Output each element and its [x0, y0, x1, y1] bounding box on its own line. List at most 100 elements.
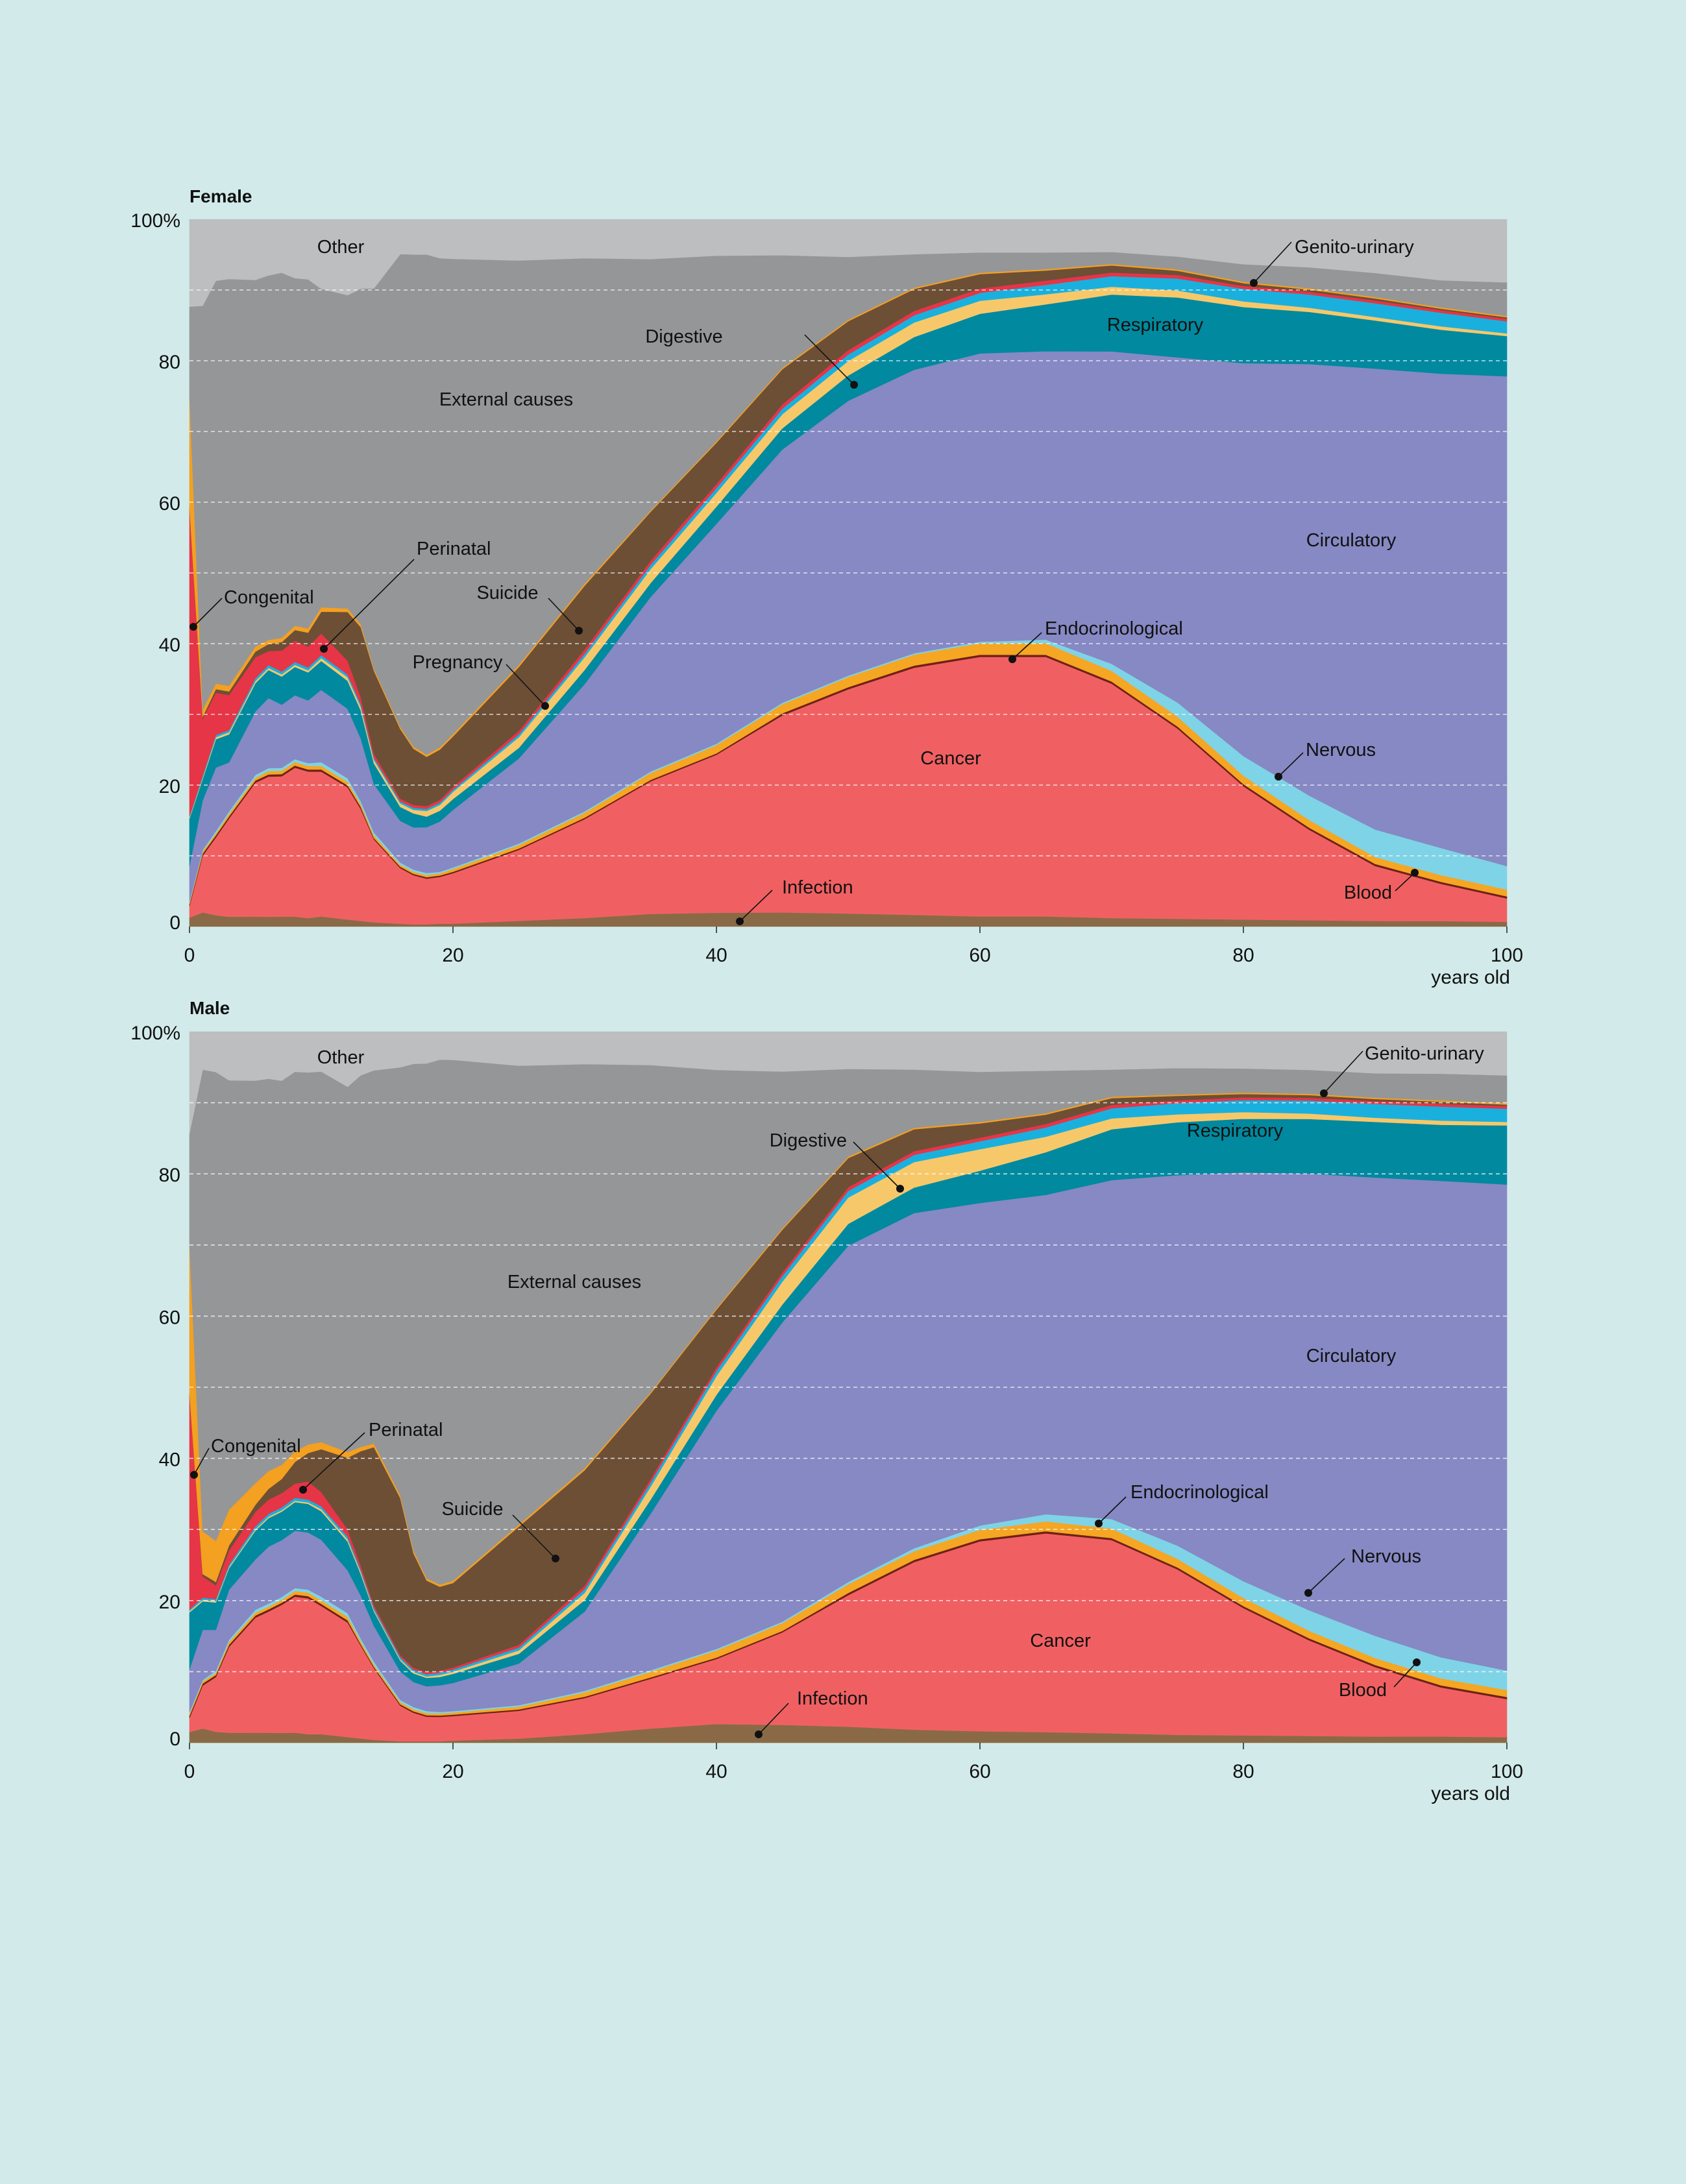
leader-line: [323, 559, 415, 649]
y-tick-label: 40: [159, 1450, 180, 1471]
x-tick-label: 80: [1232, 945, 1254, 966]
label-cancer: Cancer: [920, 748, 981, 769]
x-tick-label: 60: [969, 945, 990, 966]
leader-dot: [552, 1555, 559, 1562]
label-blood: Blood: [1339, 1680, 1387, 1701]
label-suicide: Suicide: [441, 1499, 503, 1520]
female-areas: [189, 219, 1508, 927]
leader-dot: [1411, 869, 1419, 877]
leader-dot: [1413, 1658, 1421, 1666]
leader-line: [548, 598, 580, 631]
leader-dot: [1275, 773, 1282, 781]
leader-dot: [190, 1471, 198, 1479]
x-tick-label: 20: [442, 945, 463, 966]
label-genito-urinary: Genito-urinary: [1295, 237, 1414, 258]
leader-line: [804, 334, 855, 385]
leader-line: [512, 1514, 556, 1559]
label-digestive: Digestive: [645, 326, 722, 347]
label-congenital: Congenital: [224, 587, 314, 608]
label-cancer: Cancer: [1030, 1631, 1091, 1651]
x-tick-label: 0: [184, 1761, 195, 1782]
label-respiratory: Respiratory: [1187, 1121, 1284, 1141]
y-tick-label: 60: [159, 493, 180, 515]
label-infection: Infection: [782, 877, 853, 898]
leader-line: [1393, 1662, 1417, 1688]
y-tick-label: 80: [159, 1165, 180, 1186]
label-genito-urinary: Genito-urinary: [1365, 1043, 1484, 1064]
leader-dot: [896, 1185, 904, 1193]
leader-line: [853, 1141, 901, 1189]
leader-dot: [1095, 1520, 1103, 1527]
area-other: [189, 219, 1508, 308]
leader-line: [302, 1432, 365, 1490]
label-pregnancy: Pregnancy: [413, 652, 503, 673]
leader-line: [1098, 1496, 1127, 1524]
y-tick-label: 60: [159, 1307, 180, 1328]
label-digestive: Digestive: [770, 1130, 847, 1151]
label-respiratory: Respiratory: [1107, 315, 1204, 335]
leader-line: [1278, 752, 1304, 777]
leader-dot: [320, 645, 328, 653]
x-tick-label: 0: [184, 945, 195, 966]
leader-line: [1395, 872, 1415, 892]
leader-dot: [1250, 279, 1258, 287]
area-other: [189, 1031, 1508, 1134]
x-axis-unit: years old: [1431, 967, 1510, 988]
leader-line: [1323, 1050, 1363, 1094]
leader-line: [506, 664, 546, 707]
gridlines: [189, 289, 1507, 856]
x-tick-label: 20: [442, 1761, 463, 1782]
label-perinatal: Perinatal: [369, 1420, 443, 1440]
leader-dot: [1320, 1089, 1328, 1097]
y-tick-label: 20: [159, 1592, 180, 1613]
y-tick-label: 40: [159, 635, 180, 656]
panel-title: Male: [189, 998, 230, 1018]
leader-dot: [736, 917, 744, 925]
x-tick-label: 100: [1491, 1761, 1523, 1782]
series-labels: Other Genito-urinary Digestive Respiratory E…: [189, 237, 1419, 925]
leader-dot: [541, 702, 549, 710]
leader-dot: [850, 381, 858, 389]
leader-line: [1253, 241, 1292, 284]
label-nervous: Nervous: [1351, 1546, 1421, 1567]
label-blood: Blood: [1344, 882, 1392, 903]
leader-dot: [1008, 655, 1016, 663]
leader-line: [1012, 632, 1042, 660]
x-axis-unit: years old: [1431, 1783, 1510, 1804]
leader-dot: [189, 623, 197, 631]
leader-line: [758, 1703, 789, 1735]
x-tick-label: 40: [705, 945, 727, 966]
leader-dot: [299, 1486, 307, 1494]
label-congenital: Congenital: [211, 1436, 301, 1457]
label-nervous: Nervous: [1306, 740, 1376, 760]
series-labels: Other Genito-urinary Digestive Respiratory E…: [190, 1043, 1484, 1738]
label-circulatory: Circulatory: [1306, 530, 1397, 551]
x-tick-label: 80: [1232, 1761, 1254, 1782]
x-tick-label: 40: [705, 1761, 727, 1782]
x-tick-label: 100: [1491, 945, 1523, 966]
y-tick-label: 100%: [130, 210, 180, 232]
label-perinatal: Perinatal: [417, 539, 491, 559]
y-tick-label: 20: [159, 776, 180, 797]
panel-title: Female: [189, 186, 252, 206]
leader-dot: [575, 627, 583, 635]
label-endocrinological: Endocrinological: [1130, 1482, 1269, 1503]
label-external-causes: External causes: [439, 389, 573, 410]
y-tick-label: 100%: [130, 1023, 180, 1044]
label-suicide: Suicide: [476, 583, 538, 603]
label-infection: Infection: [797, 1688, 868, 1709]
leader-dot: [755, 1730, 763, 1738]
y-tick-label: 80: [159, 352, 180, 373]
leader-dot: [1304, 1589, 1312, 1597]
y-tick-label: 0: [169, 1729, 180, 1750]
leader-line: [193, 598, 223, 627]
y-tick-label: 0: [169, 912, 180, 934]
male-areas: [189, 1031, 1508, 1743]
label-external-causes: External causes: [507, 1272, 641, 1292]
label-endocrinological: Endocrinological: [1045, 618, 1183, 639]
leader-line: [739, 890, 773, 922]
label-other: Other: [317, 237, 365, 258]
